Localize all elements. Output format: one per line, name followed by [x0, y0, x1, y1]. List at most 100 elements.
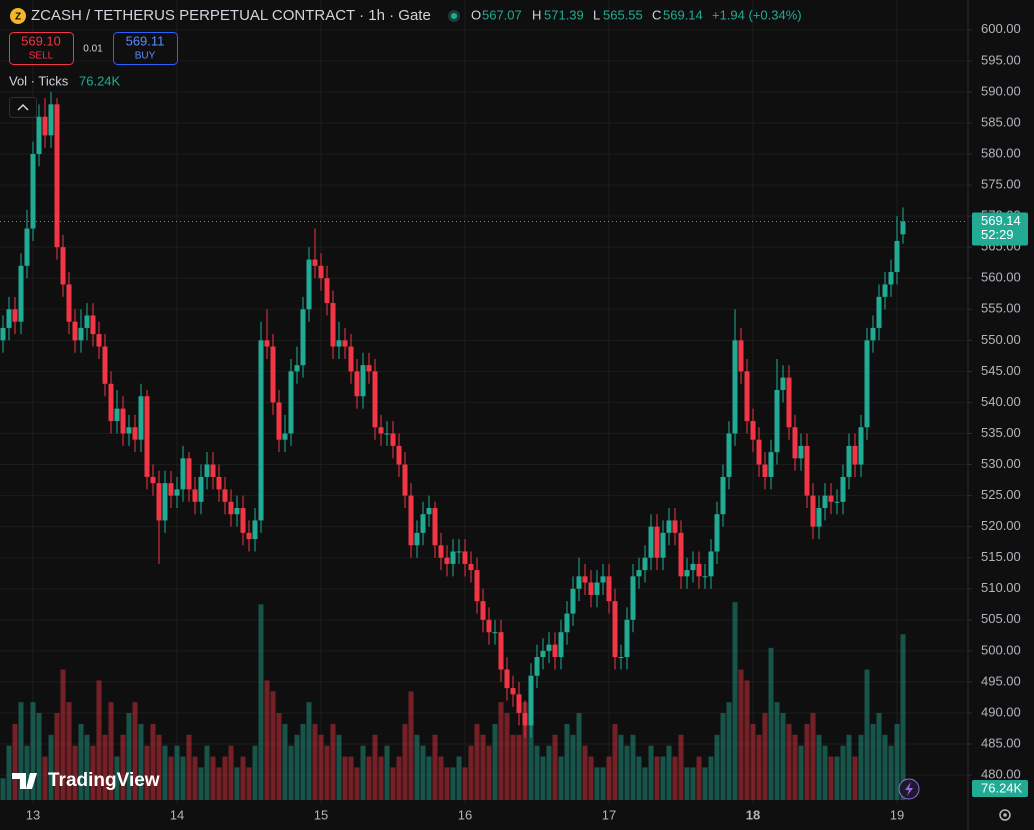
settings-icon [1003, 813, 1007, 817]
volume-bar [102, 734, 108, 800]
candle-body [12, 309, 18, 322]
settings-button[interactable] [999, 809, 1011, 821]
candle-body [900, 221, 906, 235]
y-tick-label: 595.00 [981, 52, 1021, 67]
volume-bar [522, 702, 528, 800]
candle-body [54, 104, 60, 248]
volume-bar [396, 756, 402, 800]
candle-body [102, 346, 108, 384]
volume-tag [972, 780, 1028, 797]
candle-body [30, 154, 36, 229]
volume-bar [480, 734, 486, 800]
volume-bar [12, 723, 18, 800]
candle-body [864, 340, 870, 428]
volume-bar [822, 745, 828, 800]
volume-bar [498, 702, 504, 800]
volume-bar [660, 756, 666, 800]
volume-bar [36, 713, 42, 800]
volume-bar [552, 734, 558, 800]
y-tick-label: 515.00 [981, 549, 1021, 564]
volume-bar [156, 734, 162, 800]
candle-body [36, 116, 42, 155]
volume-bar [132, 702, 138, 800]
candle-body [360, 365, 366, 397]
volume-bar [306, 702, 312, 800]
candle-body [426, 508, 432, 515]
candle-body [504, 669, 510, 689]
volume-bar [756, 734, 762, 800]
volume-bar [198, 767, 204, 800]
candle-body [810, 495, 816, 527]
volume-bar [174, 745, 180, 800]
sell-button[interactable] [9, 32, 74, 65]
volume-bar [384, 745, 390, 800]
volume-bar [72, 745, 78, 800]
candle-body [654, 526, 660, 558]
x-tick-label: 13 [26, 807, 40, 822]
volume-bar [510, 734, 516, 800]
candle-body [468, 563, 474, 571]
candle-body [324, 278, 330, 304]
volume-bar [402, 723, 408, 800]
candle-body [774, 390, 780, 453]
candle-body [576, 576, 582, 589]
ohlc-open: 567.07 [482, 7, 522, 22]
candle-body [48, 104, 54, 136]
volume-bar [630, 734, 636, 800]
y-tick-label: 535.00 [981, 425, 1021, 440]
volume-bar [702, 767, 708, 800]
ohlc-letter: L [593, 7, 600, 22]
candle-body [120, 408, 126, 434]
x-tick-label: 16 [458, 807, 472, 822]
candle-body [858, 427, 864, 465]
ohlc-letter: H [532, 7, 541, 22]
volume-bar [444, 767, 450, 800]
candle-body [282, 433, 288, 440]
candle-body [756, 439, 762, 465]
grid: 600.00595.00590.00585.00580.00575.00570.… [0, 0, 1021, 822]
volume-bar [294, 734, 300, 800]
candle-body [762, 464, 768, 477]
volume-bar [486, 745, 492, 800]
volume-bar [114, 756, 120, 800]
candle-body [240, 508, 246, 533]
candle-body [318, 265, 324, 279]
volume-bar [324, 745, 330, 800]
candle-body [624, 619, 630, 658]
volume-bar [336, 734, 342, 800]
volume-bar [180, 756, 186, 800]
candle-body [750, 421, 756, 440]
volume-bar [348, 756, 354, 800]
volume-bar [738, 669, 744, 800]
ohlc-high: 571.39 [544, 7, 584, 22]
volume-bar [792, 734, 798, 800]
volume-bar [834, 756, 840, 800]
candle-body [396, 445, 402, 465]
volume-bar [300, 723, 306, 800]
y-tick-label: 505.00 [981, 611, 1021, 626]
volume-bar [690, 767, 696, 800]
volume-bar [726, 702, 732, 800]
candle-body [0, 327, 6, 341]
candle-body [336, 340, 342, 347]
candle-body [444, 557, 450, 564]
chart-title: ZCASH / TETHERUS PERPETUAL CONTRACT · 1h… [31, 7, 431, 24]
candle-body [666, 520, 672, 533]
volume-bar [618, 734, 624, 800]
volume-bar [18, 702, 24, 800]
candle-body [648, 526, 654, 558]
buy-button[interactable] [113, 32, 178, 65]
buy-price: 569.11 [126, 33, 165, 48]
collapse-button[interactable] [9, 97, 37, 118]
volume-bar [96, 680, 102, 800]
volume-bar [816, 734, 822, 800]
candle-body [732, 340, 738, 434]
volume-bar [252, 745, 258, 800]
candle-body [558, 632, 564, 658]
volume-bar [204, 745, 210, 800]
volume-bar [894, 723, 900, 800]
candle-body [534, 657, 540, 676]
